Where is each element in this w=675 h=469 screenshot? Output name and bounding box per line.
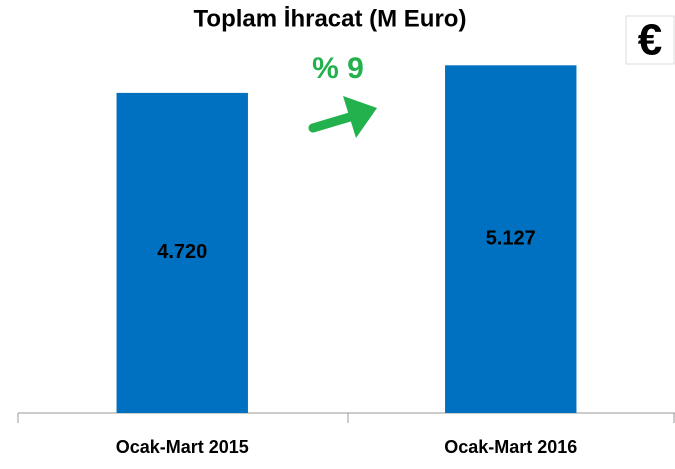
euro-symbol: € <box>638 16 662 65</box>
bar <box>116 92 248 413</box>
chart-title: Toplam İhracat (M Euro) <box>194 5 467 32</box>
x-tick-label: Ocak-Mart 2016 <box>444 437 577 457</box>
data-label: 5.127 <box>486 227 536 249</box>
x-tick-label: Ocak-Mart 2015 <box>116 437 249 457</box>
euro-box <box>625 15 675 65</box>
growth-arrow <box>308 96 377 138</box>
growth-label: % 9 <box>312 52 364 85</box>
bar <box>445 65 577 414</box>
axis <box>17 412 675 423</box>
data-label: 4.720 <box>157 241 207 263</box>
